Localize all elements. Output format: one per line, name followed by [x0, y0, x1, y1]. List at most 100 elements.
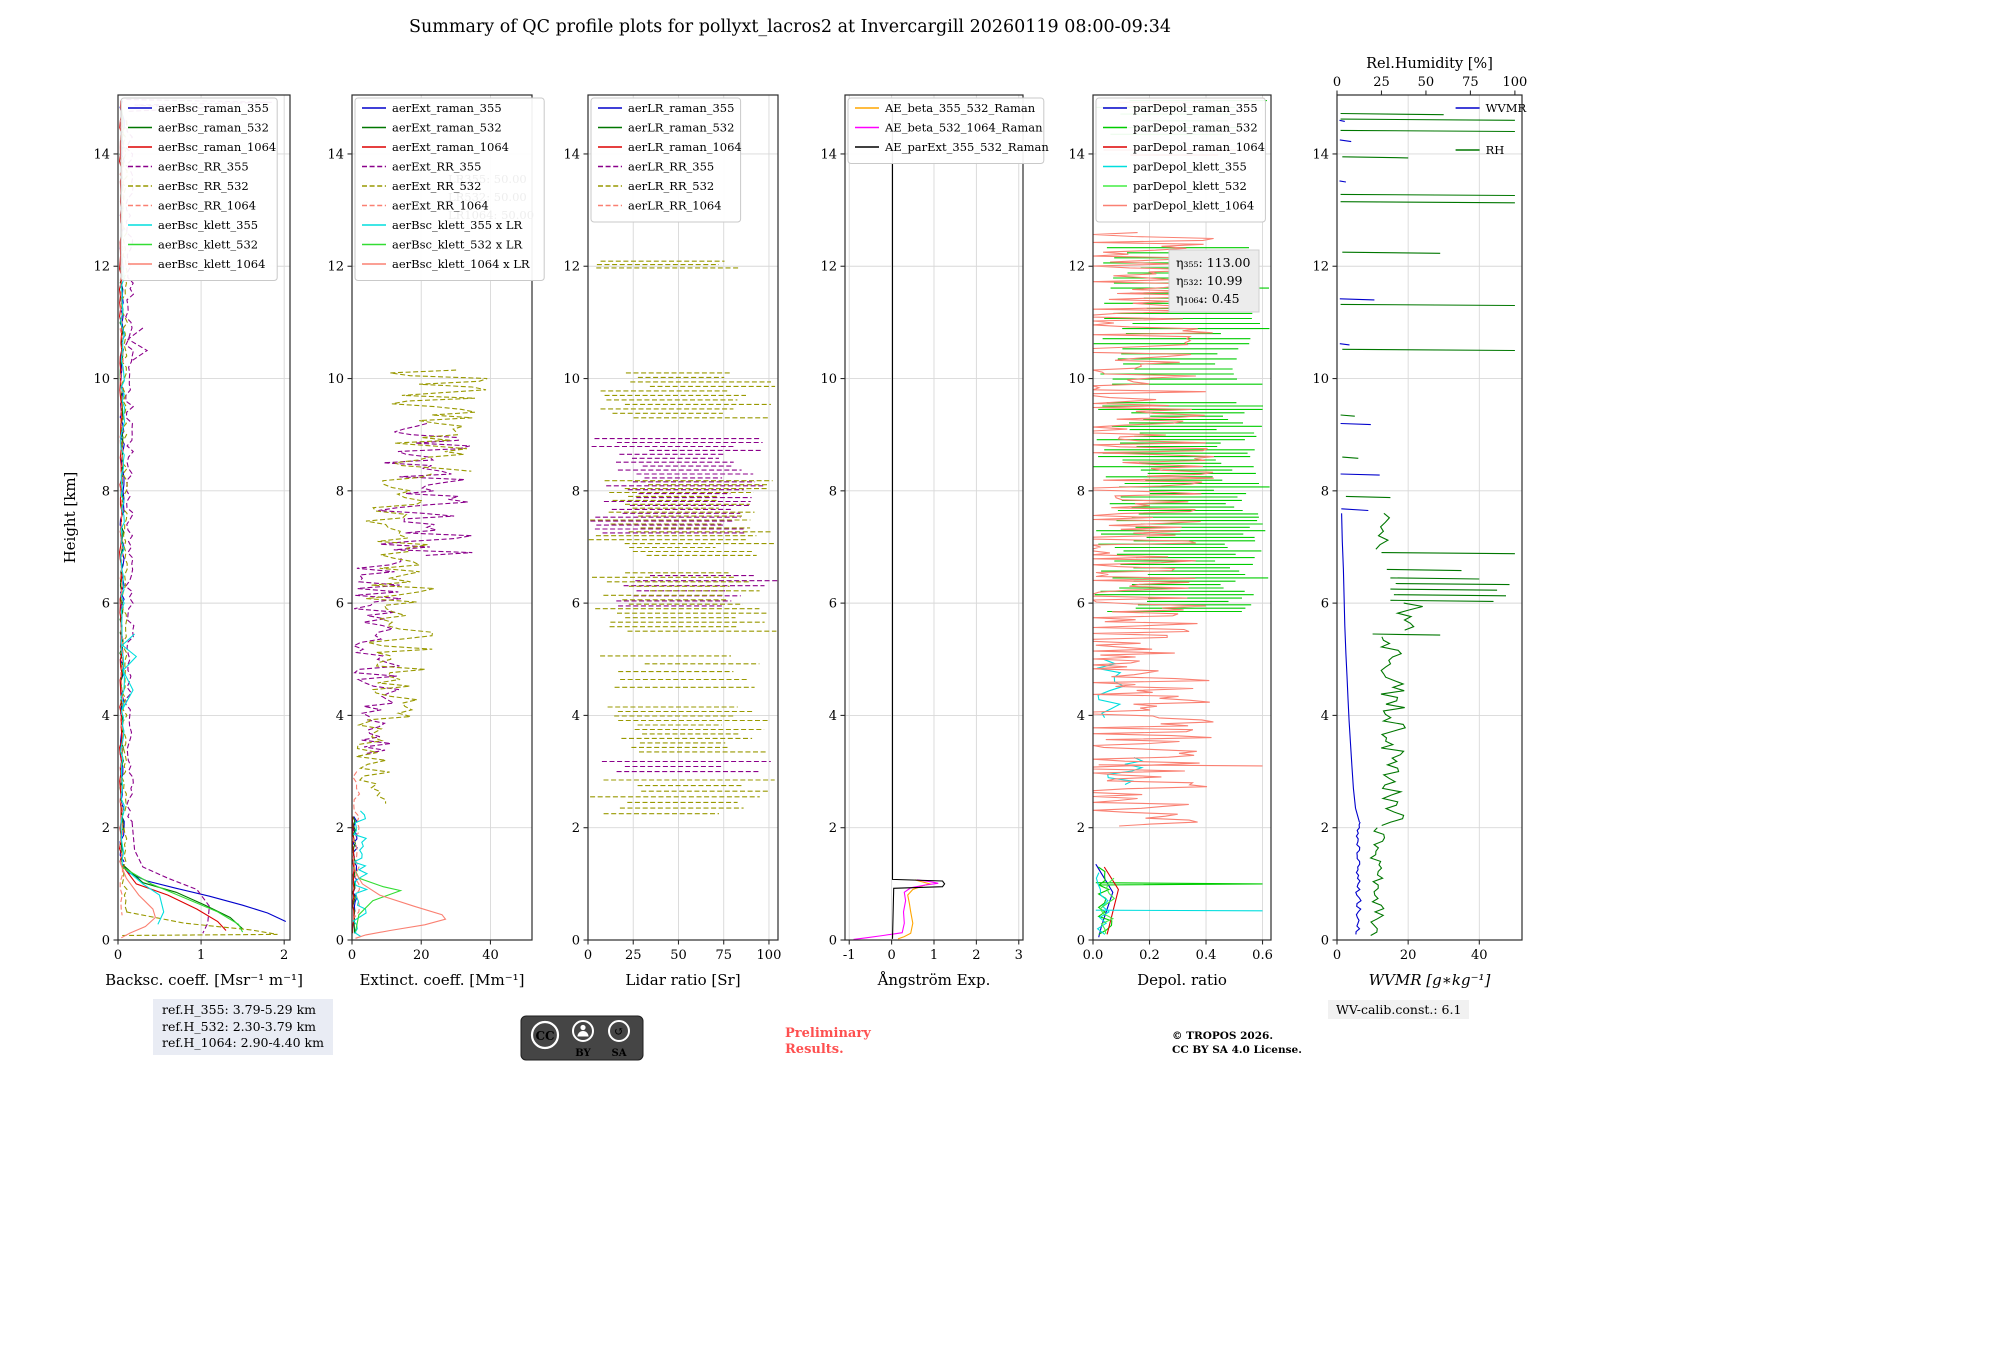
- svg-text:20: 20: [413, 948, 430, 963]
- depol-plot: η₃₅₅: 113.00 η₅₃₂: 10.99 η₁₀₆₄: 0.45 0.0 0.2…: [1068, 94, 1273, 989]
- svg-text:-1: -1: [843, 948, 856, 963]
- svg-text:aerBsc_klett_355: aerBsc_klett_355: [158, 218, 258, 232]
- svg-text:WVMR: WVMR: [1486, 101, 1527, 115]
- svg-text:0.2: 0.2: [1139, 948, 1160, 963]
- svg-text:10: 10: [93, 372, 110, 387]
- wv-calibration-note: WV-calib.const.: 6.1: [1328, 1000, 1470, 1019]
- svg-text:Height [km]: Height [km]: [61, 472, 79, 564]
- svg-text:aerBsc_RR_532: aerBsc_RR_532: [158, 179, 249, 193]
- svg-text:aerExt_RR_355: aerExt_RR_355: [392, 160, 481, 174]
- panel-backscatter: 0 1 2 0 2 4 6 8 10 12 14 Backsc. coeff. [Msr⁻¹ m⁻¹]…: [60, 38, 322, 1012]
- svg-text:parDepol_raman_355: parDepol_raman_355: [1133, 101, 1258, 115]
- svg-text:8: 8: [102, 484, 110, 499]
- svg-text:0: 0: [584, 948, 592, 963]
- svg-text:14: 14: [563, 147, 580, 162]
- svg-text:40: 40: [1471, 948, 1488, 963]
- svg-text:8: 8: [336, 484, 344, 499]
- svg-text:parDepol_klett_1064: parDepol_klett_1064: [1133, 199, 1254, 213]
- svg-text:12: 12: [820, 260, 837, 275]
- svg-text:0.4: 0.4: [1196, 948, 1217, 963]
- ref-h-532: ref.H_532: 2.30-3.79 km: [162, 1018, 317, 1034]
- svg-text:2: 2: [1321, 821, 1329, 836]
- svg-text:aerExt_RR_532: aerExt_RR_532: [392, 179, 481, 193]
- svg-text:8: 8: [829, 484, 837, 499]
- svg-text:0: 0: [336, 934, 344, 949]
- svg-text:aerBsc_raman_532: aerBsc_raman_532: [158, 121, 269, 135]
- preliminary-note: Preliminary Results.: [785, 1026, 871, 1057]
- svg-text:aerBsc_RR_355: aerBsc_RR_355: [158, 160, 249, 174]
- svg-text:aerBsc_RR_1064: aerBsc_RR_1064: [158, 199, 256, 213]
- svg-text:aerBsc_raman_355: aerBsc_raman_355: [158, 101, 269, 115]
- svg-text:14: 14: [327, 147, 344, 162]
- svg-text:AE_beta_532_1064_Raman: AE_beta_532_1064_Raman: [884, 121, 1043, 135]
- svg-text:4: 4: [1077, 709, 1085, 724]
- svg-text:0: 0: [572, 934, 580, 949]
- svg-text:0: 0: [829, 934, 837, 949]
- svg-text:12: 12: [1068, 260, 1085, 275]
- svg-text:14: 14: [820, 147, 837, 162]
- svg-text:75: 75: [1462, 75, 1479, 90]
- svg-text:14: 14: [1068, 147, 1085, 162]
- svg-text:10: 10: [1312, 372, 1329, 387]
- share-alike-icon: [608, 1020, 630, 1042]
- svg-text:12: 12: [93, 260, 110, 275]
- svg-text:100: 100: [757, 948, 782, 963]
- svg-text:parDepol_klett_355: parDepol_klett_355: [1133, 160, 1247, 174]
- svg-text:aerExt_RR_1064: aerExt_RR_1064: [392, 199, 489, 213]
- svg-text:aerBsc_raman_1064: aerBsc_raman_1064: [158, 140, 276, 154]
- svg-text:2: 2: [336, 821, 344, 836]
- svg-text:aerLR_raman_1064: aerLR_raman_1064: [628, 140, 742, 154]
- svg-text:4: 4: [102, 709, 110, 724]
- reference-heights-box: ref.H_355: 3.79-5.29 km ref.H_532: 2.30-…: [153, 999, 333, 1055]
- svg-text:Lidar ratio [Sr]: Lidar ratio [Sr]: [625, 971, 740, 989]
- panel-wvmr: 0 20 40 0 2 4 6 8 10 12 14 0 25 50 75 100 Rel.Humidity […: [1279, 38, 1554, 1012]
- sa-label: SA: [612, 1048, 627, 1059]
- svg-text:aerLR_RR_355: aerLR_RR_355: [628, 160, 714, 174]
- svg-text:aerBsc_klett_532 x LR: aerBsc_klett_532 x LR: [392, 238, 523, 252]
- svg-text:8: 8: [572, 484, 580, 499]
- ref-h-1064: ref.H_1064: 2.90-4.40 km: [162, 1035, 324, 1050]
- svg-text:parDepol_raman_1064: parDepol_raman_1064: [1133, 140, 1265, 154]
- svg-text:parDepol_raman_532: parDepol_raman_532: [1133, 121, 1258, 135]
- svg-text:η₁₀₆₄: 0.45: η₁₀₆₄: 0.45: [1176, 291, 1240, 306]
- svg-text:0: 0: [348, 948, 356, 963]
- svg-text:RH: RH: [1486, 143, 1505, 157]
- cc-icon: [530, 1020, 560, 1050]
- svg-text:6: 6: [572, 597, 580, 612]
- svg-text:aerBsc_klett_355 x LR: aerBsc_klett_355 x LR: [392, 218, 523, 232]
- svg-text:12: 12: [1312, 260, 1329, 275]
- svg-text:aerExt_raman_355: aerExt_raman_355: [392, 101, 502, 115]
- svg-text:0.0: 0.0: [1083, 948, 1104, 963]
- svg-text:12: 12: [563, 260, 580, 275]
- svg-text:aerExt_raman_532: aerExt_raman_532: [392, 121, 502, 135]
- svg-text:10: 10: [1068, 372, 1085, 387]
- svg-text:1: 1: [197, 948, 205, 963]
- figure-title: Summary of QC profile plots for pollyxt_…: [409, 17, 1171, 37]
- svg-text:0: 0: [102, 934, 110, 949]
- svg-text:0: 0: [1333, 75, 1341, 90]
- svg-text:2: 2: [572, 821, 580, 836]
- svg-text:6: 6: [102, 597, 110, 612]
- svg-text:50: 50: [1418, 75, 1435, 90]
- svg-text:40: 40: [482, 948, 499, 963]
- svg-text:Ångström Exp.: Ångström Exp.: [877, 971, 991, 989]
- svg-text:2: 2: [829, 821, 837, 836]
- panel-depol: η₃₅₅: 113.00 η₅₃₂: 10.99 η₁₀₆₄: 0.45 0.0 0.2…: [1035, 38, 1303, 1012]
- ref-h-355: ref.H_355: 3.79-5.29 km: [162, 1002, 317, 1017]
- wvmr-plot: 0 20 40 0 2 4 6 8 10 12 14 0 25 50 75 100 Rel.Humidity […: [1312, 56, 1527, 989]
- svg-text:0: 0: [1321, 934, 1329, 949]
- svg-text:25: 25: [1373, 75, 1390, 90]
- svg-text:12: 12: [327, 260, 344, 275]
- cc-icon-label: CC: [535, 1029, 554, 1043]
- svg-text:14: 14: [1312, 147, 1329, 162]
- svg-text:aerBsc_klett_532: aerBsc_klett_532: [158, 238, 258, 252]
- svg-text:aerBsc_klett_1064: aerBsc_klett_1064: [158, 257, 265, 271]
- svg-text:parDepol_klett_532: parDepol_klett_532: [1133, 179, 1247, 193]
- svg-text:aerLR_RR_532: aerLR_RR_532: [628, 179, 714, 193]
- svg-text:2: 2: [102, 821, 110, 836]
- svg-text:6: 6: [1077, 597, 1085, 612]
- svg-text:Rel.Humidity [%]: Rel.Humidity [%]: [1366, 56, 1493, 72]
- svg-text:0: 0: [114, 948, 122, 963]
